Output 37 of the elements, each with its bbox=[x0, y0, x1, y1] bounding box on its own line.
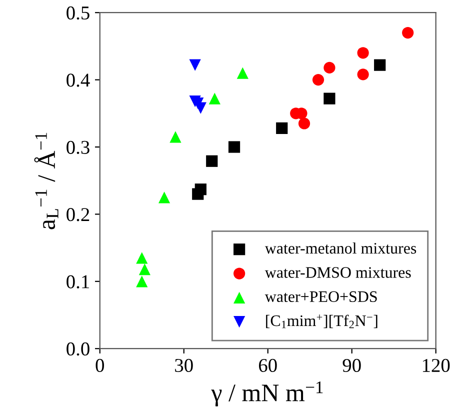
legend-label: water-metanol mixtures bbox=[264, 242, 416, 254]
point bbox=[170, 131, 182, 143]
point bbox=[158, 192, 170, 204]
point bbox=[189, 59, 201, 71]
x-tick-label: 60 bbox=[258, 358, 277, 372]
y-tick-label: 0.5 bbox=[66, 6, 90, 20]
legend-label: water-DMSO mixtures bbox=[264, 267, 411, 278]
y-tick-label: 0.1 bbox=[66, 275, 89, 288]
point bbox=[236, 67, 248, 79]
y-tick-label: 0.4 bbox=[66, 74, 90, 87]
y-tick-label: 0.2 bbox=[66, 208, 90, 222]
point bbox=[357, 47, 369, 59]
point bbox=[194, 184, 206, 196]
y-tick-label: 0.3 bbox=[66, 140, 90, 154]
point bbox=[324, 92, 336, 104]
point bbox=[138, 263, 150, 276]
x-tick-label: 120 bbox=[422, 358, 450, 372]
y-axis-title: a$_{L}$$^{−1}$ / Å$^{−1}$ bbox=[34, 132, 58, 230]
point bbox=[136, 252, 148, 264]
point bbox=[206, 155, 218, 167]
point bbox=[136, 276, 148, 288]
point bbox=[276, 122, 288, 134]
y-tick-label: 0.0 bbox=[66, 342, 90, 356]
text: [C$_{1}$mim$^{+}$][Tf$_{2}$N$^{−}$] bbox=[266, 314, 378, 328]
point bbox=[324, 62, 336, 74]
x-tick-label: 30 bbox=[175, 358, 193, 372]
legend-label: water+PEO+SDS bbox=[264, 291, 377, 302]
x-tick-label: 0 bbox=[96, 358, 104, 372]
point bbox=[374, 59, 386, 71]
point bbox=[312, 74, 324, 86]
point bbox=[298, 118, 310, 130]
x-tick-label: 90 bbox=[342, 358, 361, 372]
point bbox=[357, 68, 369, 80]
point bbox=[402, 26, 414, 39]
point bbox=[228, 141, 240, 153]
point bbox=[208, 92, 220, 104]
x-axis-title: γ / mN m$^{−1}$ bbox=[211, 382, 323, 406]
